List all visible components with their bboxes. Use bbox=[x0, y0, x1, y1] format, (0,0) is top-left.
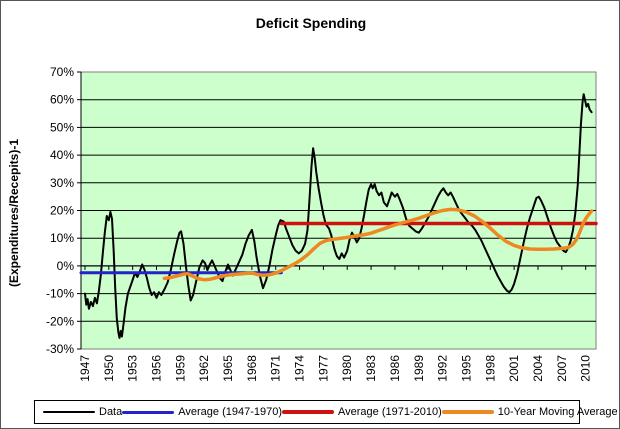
y-tick-label: -20% bbox=[46, 314, 74, 328]
legend-swatch-1 bbox=[122, 410, 175, 414]
legend-item-0: Data bbox=[43, 406, 122, 418]
legend-label-3: 10-Year Moving Average bbox=[497, 406, 618, 418]
legend-label-0: Data bbox=[99, 406, 123, 418]
x-tick-label: 1995 bbox=[459, 355, 473, 382]
y-tick-label: 60% bbox=[50, 93, 74, 107]
y-tick-label: 70% bbox=[50, 65, 74, 79]
x-tick-label: 2004 bbox=[531, 355, 545, 382]
y-tick-label: -30% bbox=[46, 342, 74, 356]
x-tick-label: 1959 bbox=[173, 355, 187, 382]
x-tick-label: 1998 bbox=[483, 355, 497, 382]
x-tick-label: 1986 bbox=[388, 355, 402, 382]
y-tick-label: 30% bbox=[50, 176, 74, 190]
series-line-3 bbox=[162, 207, 594, 282]
legend-swatch-2 bbox=[282, 410, 335, 414]
x-tick-label: 2010 bbox=[579, 355, 593, 382]
x-tick-label: 2001 bbox=[507, 355, 521, 382]
x-tick-label: 1974 bbox=[293, 355, 307, 382]
x-tick-label: 2007 bbox=[555, 355, 569, 382]
x-tick-label: 1968 bbox=[245, 355, 259, 382]
x-tick-label: 1965 bbox=[221, 355, 235, 382]
x-tick-label: 1971 bbox=[269, 355, 283, 382]
y-tick-label: 20% bbox=[50, 204, 74, 218]
y-tick-label: 10% bbox=[50, 231, 74, 245]
legend-label-2: Average (1971-2010) bbox=[338, 406, 442, 418]
legend-item-2: Average (1971-2010) bbox=[282, 406, 442, 418]
legend: Data Average (1947-1970) Average (1971-201… bbox=[34, 400, 618, 424]
legend-swatch-3 bbox=[441, 410, 494, 414]
legend-item-3: 10-Year Moving Average bbox=[441, 406, 618, 418]
chart-title: Deficit Spending bbox=[255, 15, 367, 31]
series-line-0 bbox=[84, 93, 593, 339]
x-tick-label: 1956 bbox=[150, 355, 164, 382]
x-tick-label: 1980 bbox=[340, 355, 354, 382]
x-tick-label: 1950 bbox=[102, 355, 116, 382]
y-tick-label: 40% bbox=[50, 148, 74, 162]
y-tick-label: 50% bbox=[50, 120, 74, 134]
x-tick-label: 1983 bbox=[364, 355, 378, 382]
legend-item-1: Average (1947-1970) bbox=[122, 406, 282, 418]
legend-swatch-0 bbox=[43, 411, 95, 413]
x-tick-label: 1989 bbox=[412, 355, 426, 382]
x-tick-label: 1977 bbox=[316, 355, 330, 382]
x-tick-label: 1953 bbox=[126, 355, 140, 382]
x-tick-label: 1947 bbox=[78, 355, 92, 382]
legend-label-1: Average (1947-1970) bbox=[178, 406, 283, 418]
x-tick-label: 1962 bbox=[197, 355, 211, 382]
y-tick-label: 0% bbox=[57, 259, 75, 273]
y-tick-label: -10% bbox=[46, 287, 74, 301]
x-tick-label: 1992 bbox=[436, 355, 450, 382]
